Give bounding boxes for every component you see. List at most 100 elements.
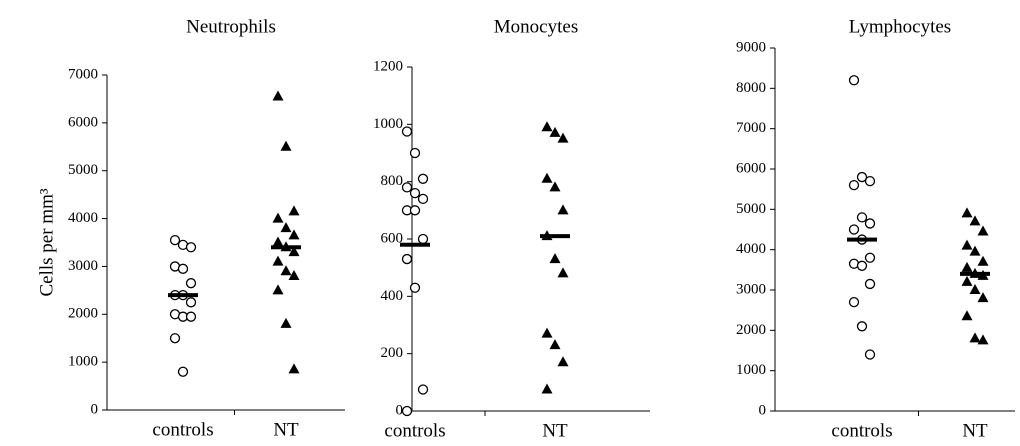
x-tick-label: controls — [152, 419, 213, 440]
mean-bar — [847, 237, 877, 242]
point-circle — [864, 278, 876, 290]
mean-bar — [540, 234, 570, 239]
point-circle — [417, 233, 429, 245]
point-circle — [401, 405, 413, 417]
x-tick-label: controls — [384, 420, 445, 441]
mean-bar — [168, 293, 198, 298]
point-triangle — [977, 292, 989, 303]
point-triangle — [961, 239, 973, 250]
y-tick-label: 8000 — [736, 80, 766, 96]
point-triangle — [541, 383, 553, 394]
point-circle — [185, 278, 197, 289]
point-triangle — [280, 317, 292, 328]
point-circle — [401, 126, 413, 137]
y-tick-label: 7000 — [68, 66, 98, 82]
x-tick-label: NT — [962, 420, 988, 441]
y-tick-label: 3000 — [736, 281, 766, 297]
y-tick-label: 5000 — [736, 201, 766, 217]
point-circle — [177, 263, 189, 274]
point-circle — [848, 224, 860, 235]
point-circle — [409, 205, 421, 216]
point-triangle — [961, 275, 973, 286]
point-circle — [169, 333, 181, 344]
point-triangle — [280, 140, 292, 151]
point-triangle — [541, 327, 553, 338]
point-triangle — [961, 261, 973, 272]
point-triangle — [969, 284, 981, 294]
point-circle — [864, 175, 876, 187]
point-triangle — [969, 215, 981, 226]
mean-bar — [271, 245, 301, 250]
point-circle — [409, 187, 421, 199]
point-circle — [185, 311, 197, 322]
chart-title: Lymphocytes — [849, 16, 951, 37]
x-tick-label: NT — [273, 419, 299, 440]
point-triangle — [272, 284, 284, 295]
y-tick-label: 6000 — [68, 114, 98, 130]
y-tick-label: 2000 — [68, 306, 98, 322]
chart-title: Monocytes — [494, 16, 578, 37]
y-tick-label: 600 — [381, 230, 404, 246]
point-triangle — [549, 181, 561, 192]
point-triangle — [541, 172, 553, 183]
point-triangle — [557, 356, 569, 367]
point-triangle — [288, 270, 300, 280]
point-circle — [417, 173, 429, 184]
y-tick-label: 0 — [91, 401, 99, 417]
point-triangle — [288, 229, 300, 240]
x-tick-label: controls — [831, 420, 892, 441]
y-tick-label: 800 — [381, 173, 404, 189]
y-tick-label: 9000 — [736, 39, 766, 55]
point-triangle — [977, 255, 989, 266]
point-circle — [848, 296, 860, 308]
point-circle — [185, 297, 197, 308]
point-circle — [856, 321, 868, 332]
point-triangle — [557, 267, 569, 278]
y-tick-label: 1200 — [373, 58, 403, 74]
chart-title: Neutrophils — [186, 16, 276, 37]
mean-bar — [960, 271, 990, 276]
y-tick-label: 1000 — [68, 354, 98, 370]
point-circle — [848, 179, 860, 191]
y-tick-label: 400 — [381, 288, 404, 304]
y-tick-label: 7000 — [736, 120, 766, 136]
point-circle — [848, 75, 860, 86]
point-triangle — [280, 265, 292, 276]
y-tick-label: 4000 — [736, 241, 766, 257]
point-triangle — [280, 222, 292, 233]
point-triangle — [961, 310, 973, 321]
y-tick-label: 2000 — [736, 322, 766, 338]
point-triangle — [272, 236, 284, 247]
point-circle — [401, 253, 413, 265]
point-triangle — [288, 246, 300, 257]
y-tick-label: 4000 — [68, 210, 98, 226]
point-triangle — [961, 207, 973, 218]
y-tick-label: 0 — [759, 402, 767, 418]
point-triangle — [969, 245, 981, 256]
y-tick-label: 0 — [396, 402, 404, 418]
point-circle — [417, 384, 429, 395]
point-triangle — [272, 255, 284, 266]
point-triangle — [549, 339, 561, 350]
y-tick-label: 5000 — [68, 162, 98, 178]
point-circle — [864, 218, 876, 229]
point-circle — [864, 252, 876, 263]
point-triangle — [288, 205, 300, 216]
point-triangle — [977, 334, 989, 345]
point-circle — [417, 193, 429, 205]
point-triangle — [557, 204, 569, 215]
point-triangle — [969, 332, 981, 343]
point-circle — [856, 171, 868, 183]
point-circle — [409, 282, 421, 293]
point-triangle — [549, 126, 561, 137]
point-triangle — [977, 225, 989, 236]
x-tick-label: NT — [542, 420, 568, 441]
point-triangle — [288, 363, 300, 374]
point-circle — [185, 242, 197, 253]
y-tick-label: 1000 — [373, 116, 403, 132]
point-circle — [401, 182, 413, 193]
point-circle — [856, 212, 868, 223]
y-tick-label: 1000 — [736, 362, 766, 378]
